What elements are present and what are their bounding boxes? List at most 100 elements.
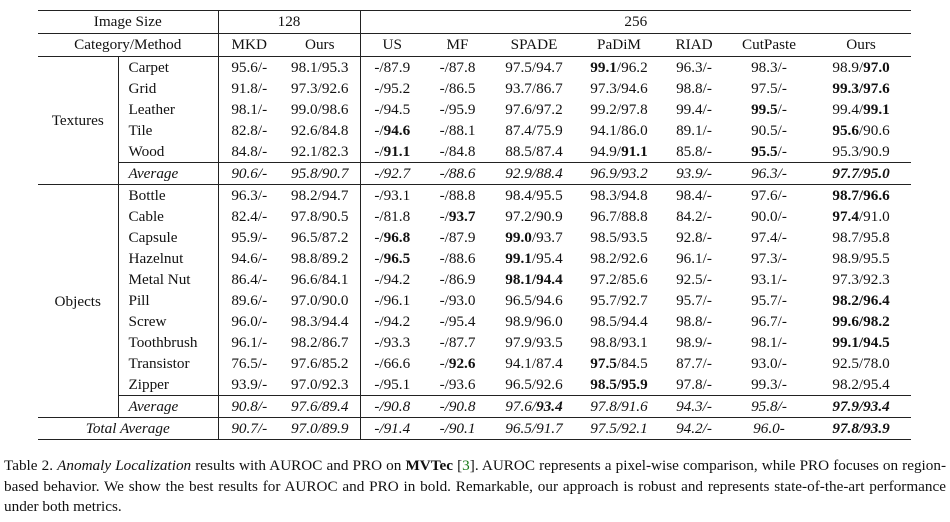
result-cell: 95.7/- [727, 290, 811, 311]
category-name: Leather [118, 99, 219, 120]
caption-ref-close: ] [469, 457, 475, 474]
result-cell: 98.9/- [661, 332, 727, 353]
result-cell: 96.5/91.7 [491, 417, 577, 440]
category-name: Grid [118, 78, 219, 99]
result-cell: 82.4/- [218, 206, 280, 227]
result-cell: 96.3/- [218, 184, 280, 206]
result-cell: 97.8/90.5 [280, 206, 361, 227]
average-label: Average [118, 162, 219, 185]
result-cell: 89.1/- [661, 120, 727, 141]
cell-value-part: 98.9/95.5 [832, 250, 890, 267]
cell-value-part: -/ [439, 208, 449, 225]
cell-value-part: 98.4/- [676, 187, 712, 204]
cell-value-part: -/87.9 [374, 59, 411, 76]
result-cell: 98.2/95.4 [811, 374, 911, 396]
table-row: Metal Nut 86.4/- 96.6/84.1 -/94.2 -/86.9 98.1… [38, 269, 911, 290]
cell-value-part: 97.0/90.0 [291, 292, 349, 309]
cell-value-part: 82.8/- [231, 122, 268, 139]
table-row: Textures Carpet 95.6/- 98.1/95.3 -/87.9 -/87.… [38, 56, 912, 185]
cell-value-part: 95.7/- [676, 292, 712, 309]
result-cell: 93.1/- [727, 269, 811, 290]
cell-value-part: 98.9/ [832, 59, 864, 76]
result-cell: 99.1/95.4 [491, 248, 577, 269]
cell-value-part: 94.6 [383, 122, 411, 139]
table-row: Hazelnut 94.6/- 98.8/89.2 -/96.5 -/88.6 99.1/… [38, 248, 911, 269]
result-cell: 94.9/91.1 [577, 141, 661, 163]
result-cell: 94.3/- [661, 395, 727, 418]
cell-value-part: 98.3/94.8 [590, 187, 648, 204]
result-cell: 96.1/- [218, 332, 280, 353]
header-row-size: Image Size 128 256 [38, 10, 912, 34]
result-cell: -/87.9 [424, 227, 491, 248]
result-cell: 97.4/91.0 [811, 206, 911, 227]
cell-value-part: 96.5 [383, 250, 411, 267]
category-name: Bottle [118, 184, 219, 206]
cell-value-part: 90.5/- [751, 122, 787, 139]
cell-value-part: -/96.1 [374, 292, 411, 309]
result-cell: 98.2/94.7 [280, 184, 361, 206]
result-cell: 91.8/- [218, 78, 280, 99]
cell-value-part: -/88.6 [439, 165, 476, 182]
result-cell: -/93.7 [424, 206, 491, 227]
caption-dataset: MVTec [405, 457, 453, 474]
method-header: US [360, 33, 424, 57]
cell-value-part: 94.3/- [676, 398, 712, 415]
result-cell: 96.5/87.2 [280, 227, 361, 248]
cell-value-part: 95.3/90.9 [832, 143, 890, 160]
average-label: Average [118, 395, 219, 418]
cell-value-part: 99.1 [505, 250, 532, 267]
cell-value-part: -/88.8 [439, 187, 476, 204]
cell-value-part: 97.2/85.6 [590, 271, 648, 288]
cell-value-part: -/90.8 [374, 398, 411, 415]
cell-value-part: 93.9/- [676, 165, 712, 182]
cell-value-part: /93.7 [531, 229, 563, 246]
cell-value-part: 92.6/84.8 [291, 122, 349, 139]
size-group-256: 256 [360, 10, 912, 34]
result-cell: -/95.2 [360, 78, 424, 99]
result-cell: 92.5/78.0 [811, 353, 911, 374]
result-cell: 95.6/- [218, 56, 280, 78]
result-cell: 97.0/90.0 [280, 290, 361, 311]
cell-value-part: 91.8/- [231, 80, 268, 97]
cell-value-part: 92.1/82.3 [291, 143, 349, 160]
result-cell: 85.8/- [661, 141, 727, 163]
result-cell: 98.8/89.2 [280, 248, 361, 269]
cell-value-part: 88.5/87.4 [505, 143, 563, 160]
result-cell: 92.1/82.3 [280, 141, 361, 163]
cell-value-part: 91.1 [383, 143, 411, 160]
method-header: CutPaste [727, 33, 811, 57]
result-cell: 97.3/92.6 [280, 78, 361, 99]
result-cell: 98.5/93.5 [577, 227, 661, 248]
table-row: Transistor 76.5/- 97.6/85.2 -/66.6 -/92.6 94.… [38, 353, 911, 374]
cell-value-part: 97.8/90.5 [291, 208, 349, 225]
result-cell: 97.5/84.5 [577, 353, 661, 374]
result-cell: 97.0/92.3 [280, 374, 361, 396]
cell-value-part: 96.5/94.6 [505, 292, 563, 309]
result-cell: 99.2/97.8 [577, 99, 661, 120]
result-cell: -/66.6 [360, 353, 424, 374]
cell-value-part: 95.6/- [231, 59, 268, 76]
result-cell: 97.6/- [727, 184, 811, 206]
result-cell: 98.1/- [218, 99, 280, 120]
cell-value-part: 84.8/- [231, 143, 268, 160]
result-cell: 99.3/97.6 [811, 78, 911, 99]
cell-value-part: 98.2/86.7 [291, 334, 349, 351]
result-cell: 98.1/- [727, 332, 811, 353]
result-cell: 93.0/- [727, 353, 811, 374]
cell-value-part: 87.4/75.9 [505, 122, 563, 139]
result-cell: 97.2/85.6 [577, 269, 661, 290]
cell-value-part: 96.0- [753, 420, 785, 437]
result-cell: 96.3/- [727, 162, 811, 185]
cell-value-part: 97.5/94.7 [505, 59, 563, 76]
cell-value-part: 94.6/- [231, 250, 268, 267]
result-cell: 96.6/84.1 [280, 269, 361, 290]
cell-value-part: 97.5 [590, 355, 617, 372]
cell-value-part: -/86.5 [439, 80, 476, 97]
category-name: Toothbrush [118, 332, 219, 353]
method-header: Ours [280, 33, 361, 57]
caption-mid: results with AUROC and PRO on [191, 457, 406, 474]
result-cell: 95.8/- [727, 395, 811, 418]
cell-value-part: /- [777, 143, 787, 160]
category-group-label: Objects [38, 184, 119, 418]
caption-citation-link[interactable]: 3 [462, 457, 470, 474]
